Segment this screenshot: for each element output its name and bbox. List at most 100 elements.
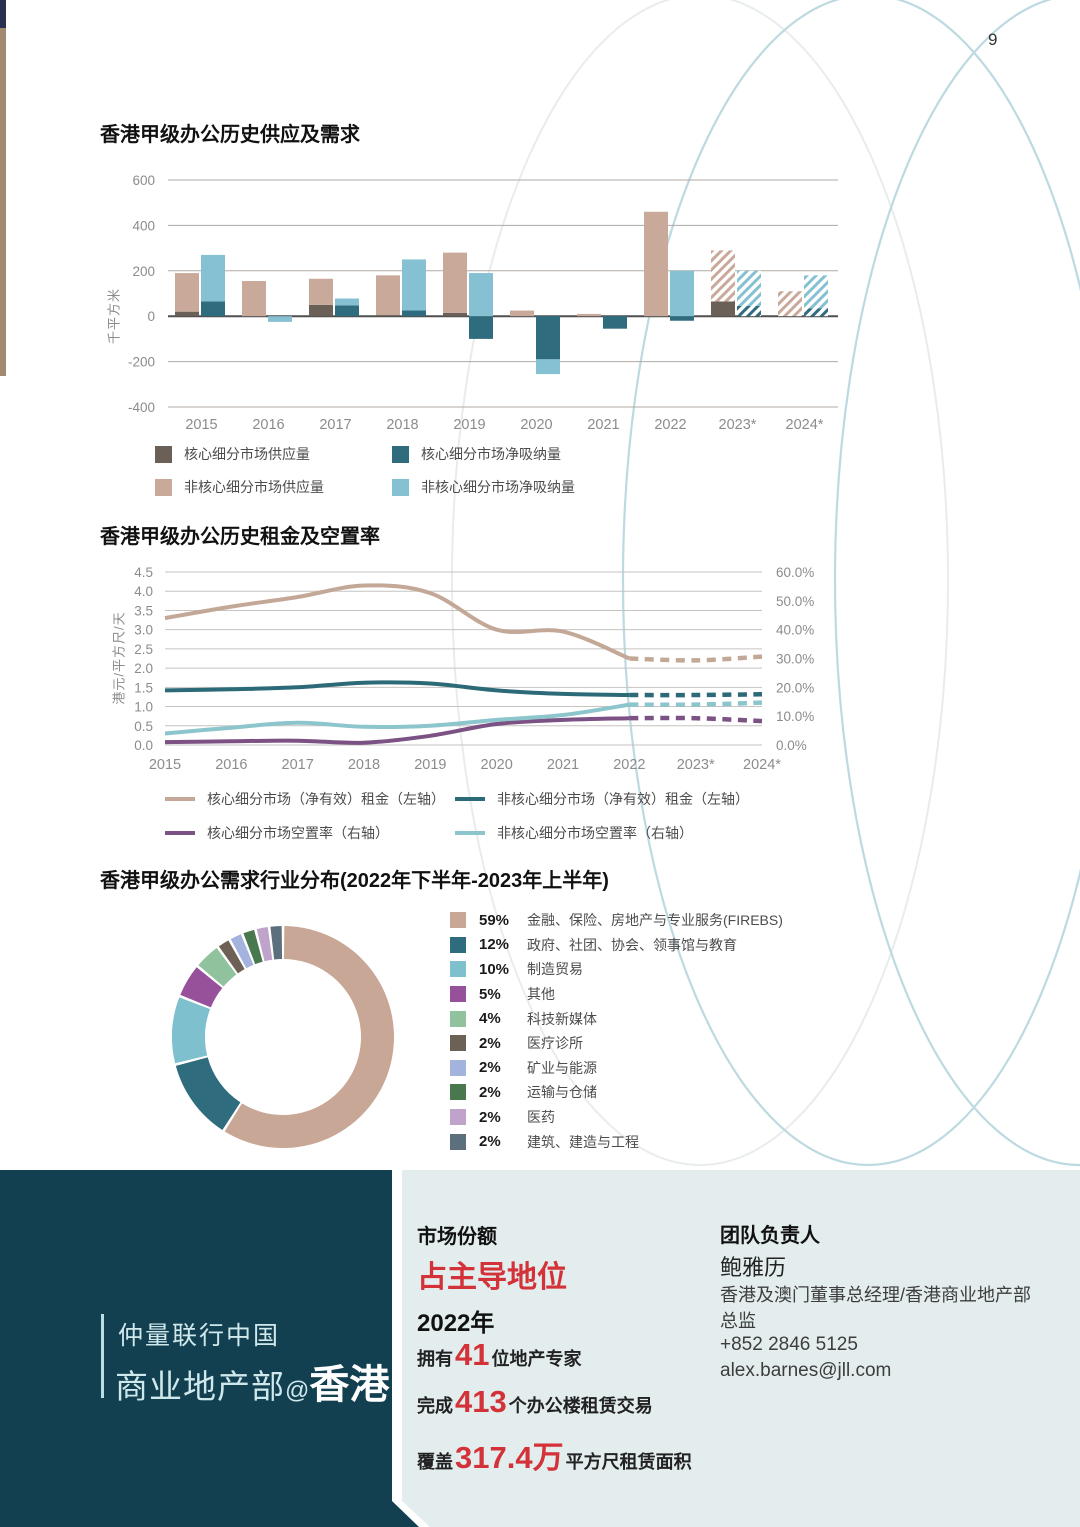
stats-panel bbox=[402, 1170, 1080, 1527]
donut-legend-item: 2% 运输与仓储 bbox=[450, 1080, 783, 1105]
svg-text:0.0%: 0.0% bbox=[776, 738, 807, 753]
donut-legend-item: 5% 其他 bbox=[450, 982, 783, 1007]
donut-legend-label: 制造贸易 bbox=[527, 961, 583, 978]
legend-swatch bbox=[155, 478, 172, 496]
brand-at-sign: @ bbox=[285, 1377, 310, 1404]
donut-legend-label: 政府、社团、协会、领事馆与教育 bbox=[527, 936, 737, 953]
stat-number: 413 bbox=[455, 1384, 507, 1419]
legend-label: 核心细分市场空置率（右轴） bbox=[207, 825, 389, 841]
svg-text:2017: 2017 bbox=[282, 757, 314, 773]
svg-text:2021: 2021 bbox=[547, 757, 579, 773]
footer: 仲量联行中国 商业地产部@香港 市场份额 占主导地位 2022年 拥有41 位地产… bbox=[0, 1170, 1080, 1527]
legend-swatch bbox=[455, 797, 485, 801]
donut-legend-percent: 4% bbox=[479, 1010, 501, 1028]
svg-text:1.0: 1.0 bbox=[134, 700, 153, 715]
legend-label: 核心细分市场（净有效）租金（左轴） bbox=[207, 791, 445, 807]
stat-number: 317.4万 bbox=[455, 1440, 564, 1475]
legend-swatch bbox=[392, 445, 409, 463]
donut-legend-percent: 10% bbox=[479, 960, 510, 978]
donut-legend-swatch bbox=[450, 1084, 466, 1101]
svg-text:3.0: 3.0 bbox=[134, 623, 153, 638]
svg-text:3.5: 3.5 bbox=[134, 603, 153, 618]
legend-swatch bbox=[392, 478, 409, 496]
team-leader-name: 鲍雅历 bbox=[720, 1255, 787, 1280]
svg-text:10.0%: 10.0% bbox=[776, 709, 814, 724]
stat-prefix: 覆盖 bbox=[417, 1452, 453, 1472]
team-heading: 团队负责人 bbox=[720, 1225, 820, 1247]
legend-item: 核心细分市场空置率（右轴） bbox=[165, 823, 455, 843]
svg-text:2018: 2018 bbox=[386, 417, 418, 433]
donut-legend-percent: 2% bbox=[479, 1083, 501, 1101]
page-edge-strip-tan bbox=[0, 28, 6, 376]
market-share-highlight: 占主导地位 bbox=[417, 1261, 567, 1294]
rent-vacancy-chart-title: 香港甲级办公历史租金及空置率 bbox=[100, 526, 380, 548]
line-chart-y-axis-label: 港元/平方尺/天 bbox=[111, 611, 127, 705]
team-leader-title: 香港及澳门董事总经理/香港商业地产部总监 bbox=[720, 1285, 1031, 1331]
donut-legend-item: 2% 医药 bbox=[450, 1105, 783, 1130]
market-share-year: 2022年 bbox=[417, 1310, 495, 1337]
svg-text:40.0%: 40.0% bbox=[776, 623, 814, 638]
stat-number: 41 bbox=[455, 1337, 490, 1372]
legend-item: 核心细分市场供应量 bbox=[155, 444, 392, 464]
legend-item: 非核心细分市场（净有效）租金（左轴） bbox=[455, 789, 749, 809]
donut-legend-item: 2% 矿业与能源 bbox=[450, 1056, 783, 1081]
page-number: 9 bbox=[988, 30, 998, 49]
donut-legend-swatch bbox=[450, 986, 466, 1003]
donut-legend-item: 10% 制造贸易 bbox=[450, 957, 783, 982]
page-edge-strip-navy bbox=[0, 0, 6, 28]
stat-suffix: 平方尺租赁面积 bbox=[565, 1452, 692, 1472]
legend-swatch bbox=[165, 831, 195, 835]
legend-item: 非核心细分市场净吸纳量 bbox=[392, 477, 575, 497]
svg-text:2023*: 2023* bbox=[677, 757, 715, 773]
legend-label: 非核心细分市场供应量 bbox=[184, 479, 324, 495]
svg-text:2024*: 2024* bbox=[786, 417, 824, 433]
team-email[interactable]: alex.barnes@jll.com bbox=[720, 1360, 892, 1381]
svg-text:2021: 2021 bbox=[587, 417, 619, 433]
svg-text:0: 0 bbox=[147, 309, 155, 324]
svg-text:2016: 2016 bbox=[215, 757, 247, 773]
donut-legend-swatch bbox=[450, 1133, 466, 1150]
stat-prefix: 拥有 bbox=[417, 1349, 453, 1369]
donut-legend-item: 2% 医疗诊所 bbox=[450, 1031, 783, 1056]
donut-legend-swatch bbox=[450, 1109, 466, 1126]
donut-legend-swatch bbox=[450, 936, 466, 953]
svg-text:-200: -200 bbox=[128, 355, 155, 370]
svg-text:2015: 2015 bbox=[185, 417, 217, 433]
legend-label: 非核心细分市场净吸纳量 bbox=[421, 479, 575, 495]
supply-demand-bar-chart: -400 -200 0 200 400 600 2015 2016 2017 2018 2019 20… bbox=[128, 173, 838, 433]
bar-chart-y-axis-label: 千平方米 bbox=[106, 287, 122, 345]
donut-legend-label: 运输与仓储 bbox=[527, 1084, 597, 1101]
legend-label: 核心细分市场净吸纳量 bbox=[421, 446, 561, 462]
brand-city: 香港 bbox=[309, 1363, 390, 1407]
stat-suffix: 位地产专家 bbox=[491, 1349, 582, 1369]
donut-legend-label: 其他 bbox=[527, 986, 555, 1003]
svg-text:2020: 2020 bbox=[520, 417, 552, 433]
legend-item: 非核心细分市场空置率（右轴） bbox=[455, 823, 749, 843]
svg-text:2016: 2016 bbox=[252, 417, 284, 433]
donut-legend-percent: 2% bbox=[479, 1108, 501, 1126]
svg-text:2.5: 2.5 bbox=[134, 642, 153, 657]
svg-text:0.5: 0.5 bbox=[134, 719, 153, 734]
line-chart-legend: 核心细分市场（净有效）租金（左轴） 非核心细分市场（净有效）租金（左轴） 核心细分市… bbox=[165, 789, 749, 843]
donut-legend-label: 矿业与能源 bbox=[527, 1059, 597, 1076]
svg-text:2015: 2015 bbox=[149, 757, 181, 773]
stat-area: 覆盖317.4万 平方尺租赁面积 bbox=[417, 1432, 692, 1477]
legend-label: 核心细分市场供应量 bbox=[184, 446, 310, 462]
donut-legend-label: 科技新媒体 bbox=[527, 1010, 597, 1027]
svg-text:2.0: 2.0 bbox=[134, 661, 153, 676]
svg-text:0.0: 0.0 bbox=[134, 738, 153, 753]
svg-text:2020: 2020 bbox=[481, 757, 513, 773]
donut-legend-label: 医疗诊所 bbox=[527, 1035, 583, 1052]
brand-department-name: 商业地产部 bbox=[115, 1368, 285, 1405]
stat-prefix: 完成 bbox=[417, 1396, 453, 1416]
industry-donut-chart-title: 香港甲级办公需求行业分布(2022年下半年-2023年上半年) bbox=[100, 870, 609, 892]
svg-text:1.5: 1.5 bbox=[134, 680, 153, 695]
donut-chart-legend: 59% 金融、保险、房地产与专业服务(FIREBS) 12% 政府、社团、协会、领事馆… bbox=[450, 908, 783, 1154]
brand-panel: 仲量联行中国 商业地产部@香港 bbox=[0, 1170, 419, 1527]
legend-swatch bbox=[455, 831, 485, 835]
team-phone[interactable]: +852 2846 5125 bbox=[720, 1334, 858, 1355]
stat-suffix: 个办公楼租赁交易 bbox=[508, 1396, 653, 1416]
svg-text:2023*: 2023* bbox=[719, 417, 757, 433]
svg-text:2019: 2019 bbox=[414, 757, 446, 773]
